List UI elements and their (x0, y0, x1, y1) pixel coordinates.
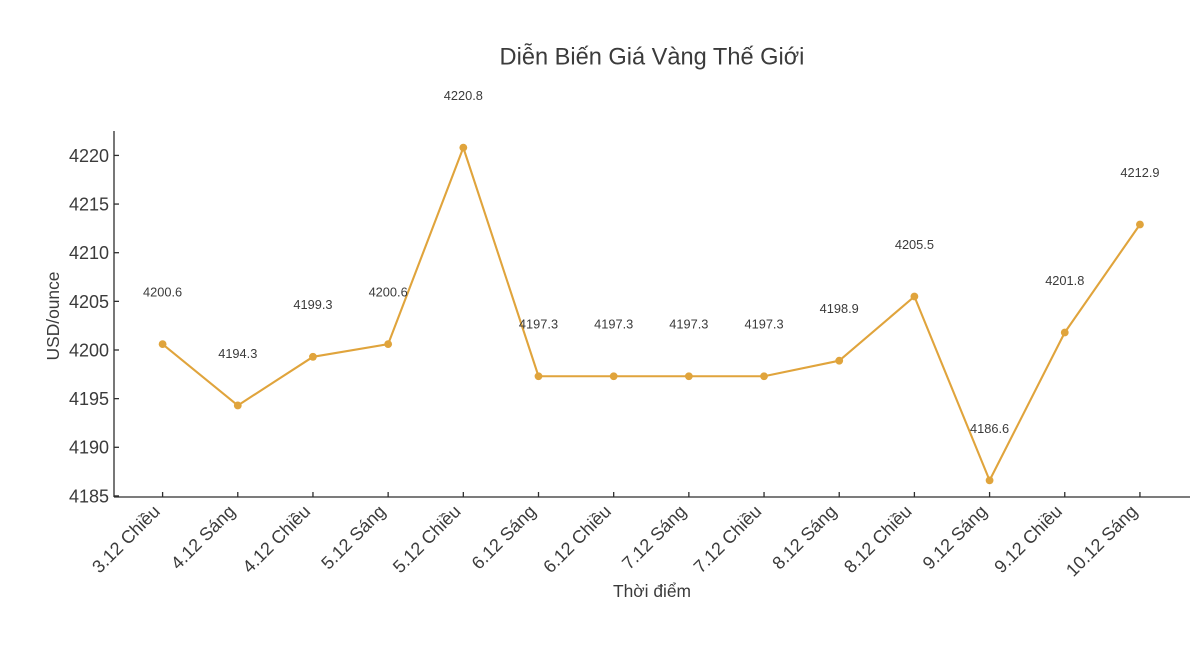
svg-text:4200.6: 4200.6 (369, 285, 408, 300)
svg-text:4195: 4195 (69, 389, 109, 409)
svg-text:4201.8: 4201.8 (1045, 273, 1084, 288)
svg-text:4200: 4200 (69, 340, 109, 360)
svg-text:4215: 4215 (69, 194, 109, 214)
svg-text:Diễn Biến Giá Vàng Thế Giới: Diễn Biến Giá Vàng Thế Giới (500, 44, 805, 71)
svg-text:4198.9: 4198.9 (820, 301, 859, 316)
svg-text:4199.3: 4199.3 (293, 297, 332, 312)
svg-text:Thời điểm: Thời điểm (613, 581, 691, 601)
svg-text:USD/ounce: USD/ounce (43, 272, 63, 361)
svg-text:4200.6: 4200.6 (143, 285, 182, 300)
svg-text:4220.8: 4220.8 (444, 88, 483, 103)
svg-text:4186.6: 4186.6 (970, 421, 1009, 436)
svg-text:4197.3: 4197.3 (594, 317, 633, 332)
svg-text:4212.9: 4212.9 (1120, 165, 1159, 180)
svg-text:4205: 4205 (69, 292, 109, 312)
svg-text:4185: 4185 (69, 486, 109, 506)
svg-text:4194.3: 4194.3 (218, 346, 257, 361)
svg-text:4190: 4190 (69, 438, 109, 458)
svg-text:4220: 4220 (69, 146, 109, 166)
svg-text:4197.3: 4197.3 (669, 317, 708, 332)
svg-text:4197.3: 4197.3 (519, 317, 558, 332)
svg-text:4205.5: 4205.5 (895, 237, 934, 252)
svg-text:4197.3: 4197.3 (744, 317, 783, 332)
svg-text:4210: 4210 (69, 243, 109, 263)
